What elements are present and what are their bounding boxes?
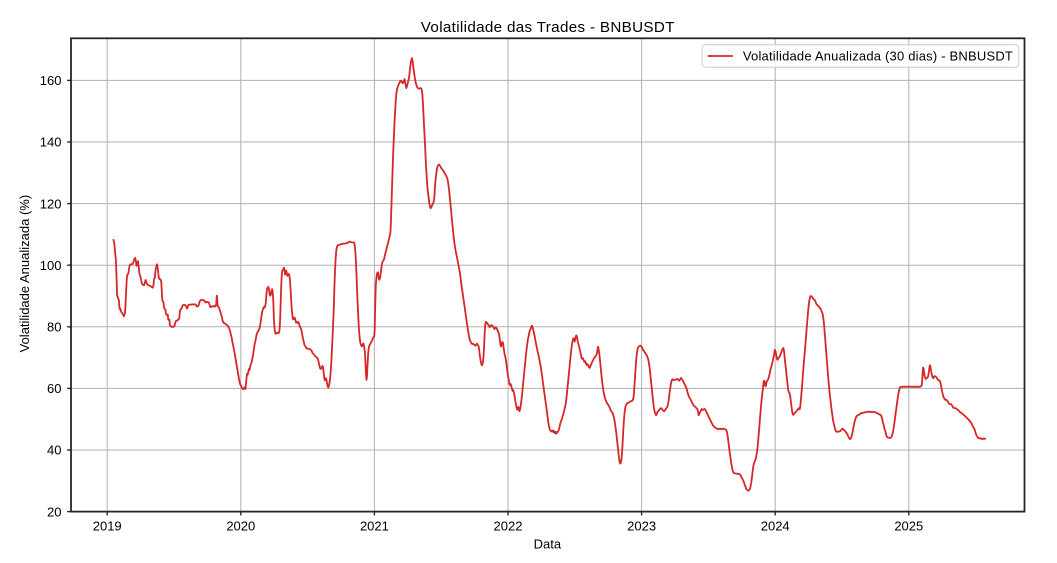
svg-text:Volatilidade das Trades - BNBU: Volatilidade das Trades - BNBUSDT (421, 19, 675, 36)
svg-text:Data: Data (534, 536, 562, 551)
svg-text:2023: 2023 (627, 519, 656, 534)
svg-text:2021: 2021 (360, 519, 389, 534)
svg-text:60: 60 (47, 381, 61, 396)
svg-text:2019: 2019 (93, 519, 122, 534)
svg-text:140: 140 (40, 135, 62, 150)
svg-text:Volatilidade Anualizada (%): Volatilidade Anualizada (%) (17, 195, 32, 353)
svg-text:40: 40 (47, 443, 61, 458)
svg-text:80: 80 (47, 320, 61, 335)
svg-text:2024: 2024 (761, 519, 790, 534)
svg-text:100: 100 (40, 258, 62, 273)
svg-text:Volatilidade Anualizada (30 di: Volatilidade Anualizada (30 dias) - BNBU… (743, 49, 1013, 64)
svg-text:160: 160 (40, 73, 62, 88)
svg-text:2025: 2025 (894, 519, 923, 534)
svg-text:20: 20 (47, 504, 61, 519)
svg-text:2020: 2020 (226, 519, 255, 534)
svg-text:2022: 2022 (494, 519, 523, 534)
svg-text:120: 120 (40, 196, 62, 211)
